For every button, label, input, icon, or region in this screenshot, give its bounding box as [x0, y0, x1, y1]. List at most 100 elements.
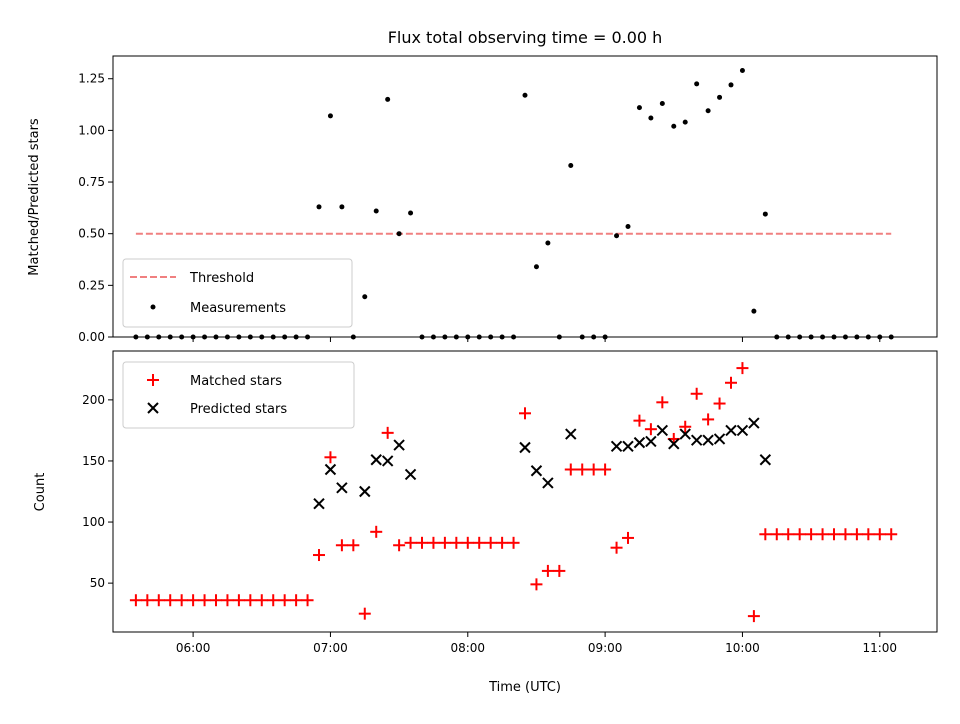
matched-stars-point — [232, 594, 245, 607]
matched-stars-point — [210, 594, 222, 607]
bottom-legend-frame — [122, 361, 355, 429]
measurement-point — [327, 113, 333, 119]
measurement-point — [682, 119, 688, 125]
matched-stars-point — [290, 594, 303, 607]
predicted-stars-point — [381, 455, 394, 467]
matched-stars-point — [885, 528, 898, 541]
matched-stars-point — [461, 536, 474, 549]
top-y-tick-label: 0.50 — [78, 227, 105, 241]
predicted-stars-point — [313, 498, 325, 510]
bottom-y-tick-label: 200 — [82, 393, 105, 407]
legend-matched-swatch — [147, 374, 159, 386]
top-y-tick-label: 0.25 — [78, 278, 105, 292]
predicted-stars-point — [519, 441, 531, 454]
bottom-x-axis-label: Time (UTC) — [488, 680, 561, 695]
matched-stars-point — [164, 594, 177, 607]
predicted-stars-point — [725, 424, 737, 437]
bottom-axes-frame — [112, 350, 938, 633]
matched-stars-point — [644, 423, 657, 436]
matched-stars-point — [656, 396, 669, 409]
matched-stars-point — [324, 451, 337, 464]
measurement-point — [659, 101, 665, 107]
measurement-point — [614, 233, 620, 239]
matched-stars-point — [850, 528, 863, 541]
top-y-tick-label: 1.00 — [78, 123, 105, 137]
matched-stars-point — [793, 528, 806, 541]
measurement-point — [648, 115, 654, 121]
measurement-point — [408, 210, 414, 216]
matched-stars-point — [610, 541, 623, 554]
matched-stars-point — [759, 528, 772, 541]
matched-stars-point — [141, 594, 154, 607]
bottom-x-tick-label: 06:00 — [176, 641, 211, 655]
measurement-point — [373, 208, 379, 214]
measurement-point — [533, 264, 539, 270]
top-y-tick-label: 1.25 — [78, 72, 105, 86]
matched-stars-point — [381, 426, 394, 439]
matched-stars-point — [541, 564, 554, 577]
predicted-stars-point — [622, 440, 634, 453]
matched-stars-point — [152, 594, 165, 607]
legend-predicted-swatch — [147, 402, 159, 414]
matched-stars-point — [839, 528, 852, 541]
matched-stars-point — [690, 387, 703, 400]
predicted-stars-point — [530, 465, 543, 477]
predicted-stars-point — [668, 438, 680, 450]
matched-stars-point — [725, 376, 737, 389]
matched-stars-point — [198, 594, 211, 607]
predicted-stars-point — [656, 424, 669, 437]
matched-stars-point — [873, 528, 886, 541]
predicted-stars-point — [324, 463, 337, 476]
top-y-tick-label: 0.75 — [78, 175, 105, 189]
matched-stars-point — [553, 564, 566, 577]
matched-stars-point — [221, 594, 234, 607]
matched-stars-point — [404, 536, 417, 549]
bottom-x-ticks: 06:00 07:00 08:00 09:00 10:00 11:00 — [176, 632, 897, 655]
matched-stars-point — [358, 607, 371, 620]
bottom-legend: Matched stars Predicted stars — [122, 361, 355, 429]
matched-stars-point — [816, 528, 829, 541]
top-panel: Flux total observing time = 0.00 h 0.000… — [27, 28, 938, 344]
predicted-stars-point — [690, 434, 703, 446]
matched-stars-point — [255, 594, 268, 607]
matched-stars-point — [313, 549, 325, 562]
matched-stars-point — [129, 594, 142, 607]
predicted-stars-point — [702, 434, 714, 446]
matched-stars-point — [770, 528, 783, 541]
matched-stars-point — [438, 536, 451, 549]
measurement-point — [396, 231, 402, 237]
matched-stars-point — [244, 594, 257, 607]
measurement-point — [545, 240, 551, 246]
matched-stars-point — [301, 594, 314, 607]
bottom-x-tick-label: 09:00 — [588, 641, 623, 655]
matched-stars-point — [484, 536, 497, 549]
bottom-x-tick-label: 08:00 — [450, 641, 485, 655]
predicted-stars-point — [610, 440, 623, 453]
measurement-point — [728, 82, 734, 88]
measurement-point — [522, 92, 528, 98]
top-y-axis-label: Matched/Predicted stars — [27, 118, 42, 276]
matched-stars-point — [702, 413, 715, 426]
predicted-stars-point — [359, 485, 371, 498]
predicted-stars-point — [633, 436, 646, 449]
top-axes-frame — [112, 55, 938, 338]
matched-stars-point — [564, 463, 577, 476]
measurement-point — [625, 223, 631, 229]
matched-stars-point — [736, 362, 749, 375]
bottom-x-tick-label: 10:00 — [725, 641, 760, 655]
predicted-stars-point — [404, 468, 417, 481]
matched-stars-point — [679, 420, 692, 433]
predicted-stars-point — [542, 477, 554, 489]
legend-predicted-label: Predicted stars — [190, 402, 287, 417]
top-legend-frame — [122, 258, 353, 328]
predicted-stars-point — [759, 454, 772, 466]
measurement-point — [717, 94, 723, 100]
matched-stars-point — [622, 531, 634, 544]
bottom-y-tick-label: 50 — [90, 576, 105, 590]
matched-stars-point — [862, 528, 875, 541]
predicted-stars-point — [713, 433, 726, 445]
measurement-point — [739, 67, 745, 73]
measurement-point — [568, 163, 574, 169]
legend-measurements-swatch — [150, 304, 156, 310]
